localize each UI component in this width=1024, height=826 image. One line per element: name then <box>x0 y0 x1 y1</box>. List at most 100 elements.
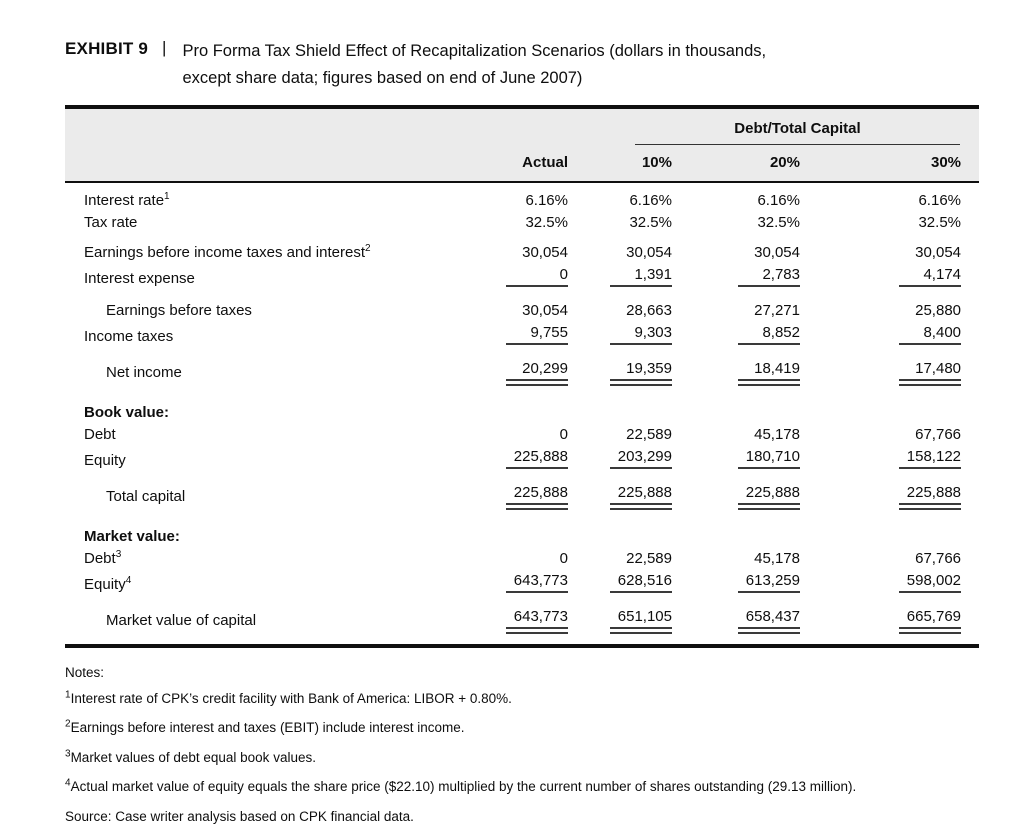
cell-actual: 20,299 <box>455 350 568 394</box>
cell-20pct: 658,437 <box>672 598 800 642</box>
cell-30pct: 6.16% <box>918 192 962 210</box>
row-label: Debt3 <box>84 548 122 567</box>
row-label: Interest expense <box>84 269 195 287</box>
cell-actual: 30,054 <box>522 301 568 319</box>
table-row-market-value-heading: Market value: <box>65 518 979 548</box>
notes-section: Notes: 1Interest rate of CPK’s credit fa… <box>65 664 979 826</box>
row-label: Earnings before taxes <box>106 301 252 319</box>
cell-actual: 643,773 <box>455 598 568 642</box>
table-body: Interest rate1 6.16% 6.16% 6.16% 6.16% T… <box>65 182 979 642</box>
cell-10pct: 6.16% <box>629 192 672 210</box>
footnote-2: 2Earnings before interest and taxes (EBI… <box>65 719 979 737</box>
cell-actual: 643,773 <box>455 569 568 598</box>
cell-actual: 0 <box>455 263 568 292</box>
cell-20pct: 180,710 <box>672 445 800 474</box>
table-row-market-debt: Debt3 0 22,589 45,178 67,766 <box>65 547 979 569</box>
table-row-total-capital: Total capital 225,888 225,888 225,888 22… <box>65 474 979 518</box>
cell-20pct: 32.5% <box>757 214 800 232</box>
cell-10pct: 19,359 <box>568 350 672 394</box>
row-label: Debt <box>84 425 116 443</box>
cell-10pct: 28,663 <box>626 301 672 319</box>
cell-30pct: 158,122 <box>800 445 979 474</box>
cell-actual: 225,888 <box>455 474 568 518</box>
footnote-text: Market values of debt equal book values. <box>70 749 316 765</box>
cell-20pct: 2,783 <box>672 263 800 292</box>
column-header-actual: Actual <box>455 145 568 184</box>
cell-20pct: 27,271 <box>754 301 800 319</box>
table-row-book-equity: Equity 225,888 203,299 180,710 158,122 <box>65 445 979 474</box>
table-row-interest-expense: Interest expense 0 1,391 2,783 4,174 <box>65 263 979 292</box>
exhibit-separator: | <box>162 38 167 57</box>
row-label: Interest rate1 <box>84 191 170 210</box>
cell-10pct: 32.5% <box>629 214 672 232</box>
row-label: Total capital <box>106 487 186 505</box>
table-row-ebit: Earnings before income taxes and interes… <box>65 234 979 264</box>
table-row-earnings-before-taxes: Earnings before taxes 30,054 28,663 27,2… <box>65 292 979 322</box>
column-header-30pct: 30% <box>800 145 980 184</box>
row-label: Equity4 <box>84 574 132 593</box>
table-header: Debt/Total Capital Actual 10% 20% 30% <box>65 107 980 184</box>
cell-10pct: 628,516 <box>568 569 672 598</box>
cell-actual: 0 <box>559 549 568 567</box>
cell-20pct: 18,419 <box>672 350 800 394</box>
group-header-label: Debt/Total Capital <box>635 120 961 146</box>
table-row-market-value-of-capital: Market value of capital 643,773 651,105 … <box>65 598 979 642</box>
table-row-income-taxes: Income taxes 9,755 9,303 8,852 8,400 <box>65 321 979 350</box>
table-row-market-equity: Equity4 643,773 628,516 613,259 598,002 <box>65 569 979 598</box>
footnote-text: Actual market value of equity equals the… <box>70 778 857 794</box>
cell-20pct: 6.16% <box>757 192 800 210</box>
row-label: Tax rate <box>84 214 138 232</box>
exhibit-header: EXHIBIT 9 | Pro Forma Tax Shield Effect … <box>65 38 979 91</box>
cell-30pct: 67,766 <box>915 425 962 443</box>
footnote-ref: 2 <box>365 242 371 254</box>
row-label: Market value of capital <box>106 611 257 629</box>
footnote-1: 1Interest rate of CPK’s credit facility … <box>65 690 979 708</box>
notes-heading: Notes: <box>65 664 105 680</box>
footnote-3: 3Market values of debt equal book values… <box>65 749 979 767</box>
cell-30pct: 4,174 <box>800 263 979 292</box>
row-label: Equity <box>84 451 126 469</box>
column-header-10pct: 10% <box>568 145 672 184</box>
footnote-ref: 3 <box>115 548 122 560</box>
section-label: Book value: <box>84 403 170 421</box>
cell-10pct: 22,589 <box>626 549 672 567</box>
cell-20pct: 613,259 <box>672 569 800 598</box>
cell-30pct: 665,769 <box>800 598 979 642</box>
row-label: Net income <box>106 363 182 381</box>
exhibit-label: EXHIBIT 9 <box>65 39 149 58</box>
source-line: Source: Case writer analysis based on CP… <box>65 809 414 825</box>
footnote-4: 4Actual market value of equity equals th… <box>65 778 979 796</box>
cell-10pct: 9,303 <box>568 321 672 350</box>
cell-20pct: 45,178 <box>754 425 800 443</box>
cell-10pct: 1,391 <box>568 263 672 292</box>
table-row-tax-rate: Tax rate 32.5% 32.5% 32.5% 32.5% <box>65 212 979 234</box>
cell-10pct: 651,105 <box>568 598 672 642</box>
table-row-interest-rate: Interest rate1 6.16% 6.16% 6.16% 6.16% <box>65 182 979 212</box>
cell-30pct: 30,054 <box>915 243 962 261</box>
cell-actual: 32.5% <box>525 214 568 232</box>
cell-30pct: 32.5% <box>918 214 962 232</box>
table-bottom-rule <box>65 643 979 648</box>
cell-actual: 0 <box>559 425 568 443</box>
cell-20pct: 30,054 <box>754 243 800 261</box>
table-row-book-debt: Debt 0 22,589 45,178 67,766 <box>65 423 979 445</box>
proforma-table: Debt/Total Capital Actual 10% 20% 30% In… <box>65 105 980 642</box>
footnote-number: 3 <box>65 748 71 760</box>
cell-20pct: 225,888 <box>672 474 800 518</box>
exhibit-title-line2: except share data; figures based on end … <box>182 68 583 87</box>
cell-actual: 9,755 <box>455 321 568 350</box>
column-header-20pct: 20% <box>672 145 800 184</box>
table-row-book-value-heading: Book value: <box>65 394 979 424</box>
footnote-number: 2 <box>65 718 71 730</box>
exhibit-title-line1: Pro Forma Tax Shield Effect of Recapital… <box>182 42 767 60</box>
table-row-net-income: Net income 20,299 19,359 18,419 17,480 <box>65 350 979 394</box>
footnote-ref: 4 <box>125 574 132 586</box>
group-header-cell: Debt/Total Capital <box>568 107 979 146</box>
cell-20pct: 45,178 <box>754 549 800 567</box>
cell-10pct: 203,299 <box>568 445 672 474</box>
cell-actual: 6.16% <box>525 192 568 210</box>
proforma-table-wrap: Debt/Total Capital Actual 10% 20% 30% In… <box>65 105 980 648</box>
cell-30pct: 8,400 <box>800 321 979 350</box>
section-label: Market value: <box>84 527 180 545</box>
